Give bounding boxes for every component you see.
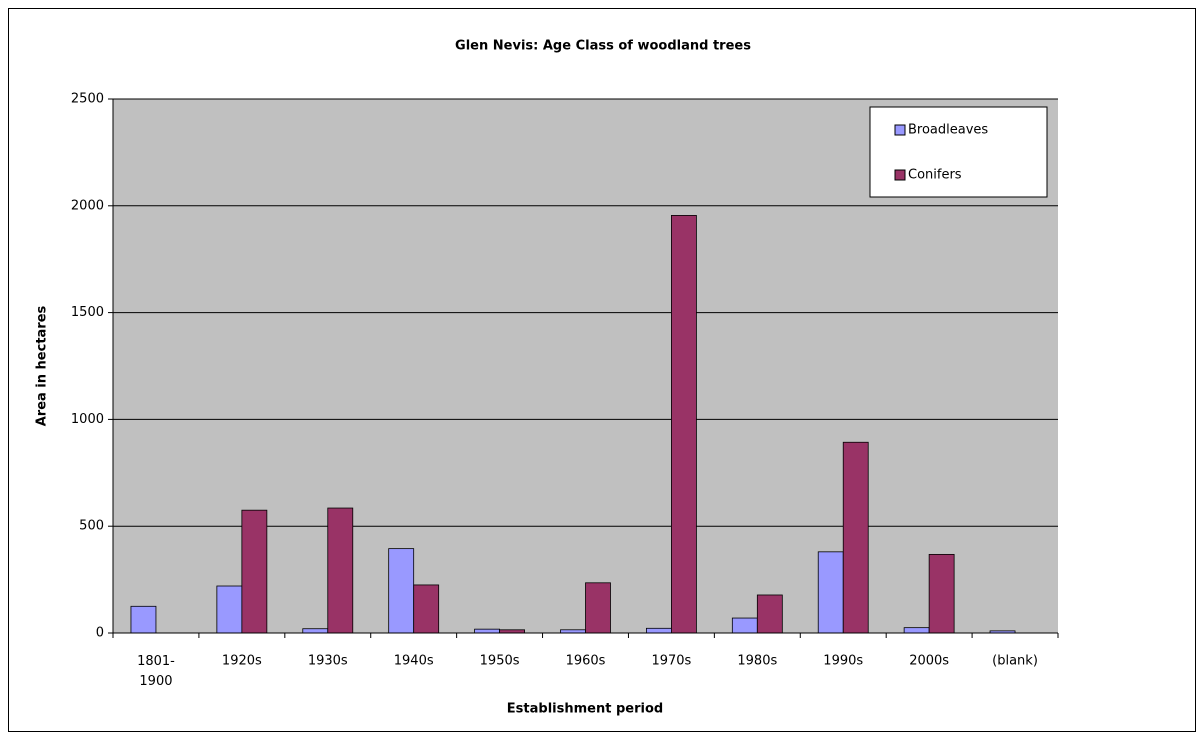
legend-swatch: [894, 124, 906, 136]
x-tick-label: 1990s: [823, 654, 863, 669]
bar: [903, 627, 930, 634]
legend-label: Conifers: [908, 168, 962, 183]
y-tick-label: 1000: [71, 412, 104, 427]
x-tick-label: 1950s: [480, 654, 520, 669]
y-axis-label: Area in hectares: [35, 305, 50, 426]
chart-title: Glen Nevis: Age Class of woodland trees: [455, 39, 751, 54]
legend-box: [869, 106, 1048, 198]
x-tick-label: 1970s: [651, 654, 691, 669]
bar: [928, 553, 955, 634]
x-tick-label: 1940s: [394, 654, 434, 669]
y-tick-label: 0: [96, 626, 104, 641]
bar: [327, 507, 354, 634]
bar: [241, 509, 268, 634]
bar: [388, 548, 415, 634]
bar: [216, 585, 243, 634]
x-tick-label: (blank): [992, 654, 1038, 669]
y-tick-label: 2000: [71, 198, 104, 213]
x-tick-label: 1930s: [308, 654, 348, 669]
bar: [474, 628, 500, 634]
y-tick-label: 1500: [71, 305, 104, 320]
bar: [671, 215, 697, 634]
x-tick-label: 1801-1900: [137, 654, 175, 689]
x-tick-label: 2000s: [909, 654, 949, 669]
legend-swatch: [894, 169, 906, 181]
bar: [731, 617, 758, 634]
x-axis-label: Establishment period: [507, 702, 663, 717]
bar: [817, 551, 844, 634]
bar: [413, 584, 440, 634]
bar: [585, 582, 611, 634]
bar: [842, 441, 869, 634]
x-tick-label: 1980s: [737, 654, 777, 669]
x-tick-label: 1960s: [566, 654, 606, 669]
bar: [302, 628, 329, 634]
x-tick-label: 1920s: [222, 654, 262, 669]
y-tick-label: 500: [79, 519, 104, 534]
legend-label: Broadleaves: [908, 123, 988, 138]
bar: [646, 627, 672, 634]
bar: [130, 605, 157, 634]
bar: [756, 594, 783, 634]
y-tick-label: 2500: [71, 92, 104, 107]
